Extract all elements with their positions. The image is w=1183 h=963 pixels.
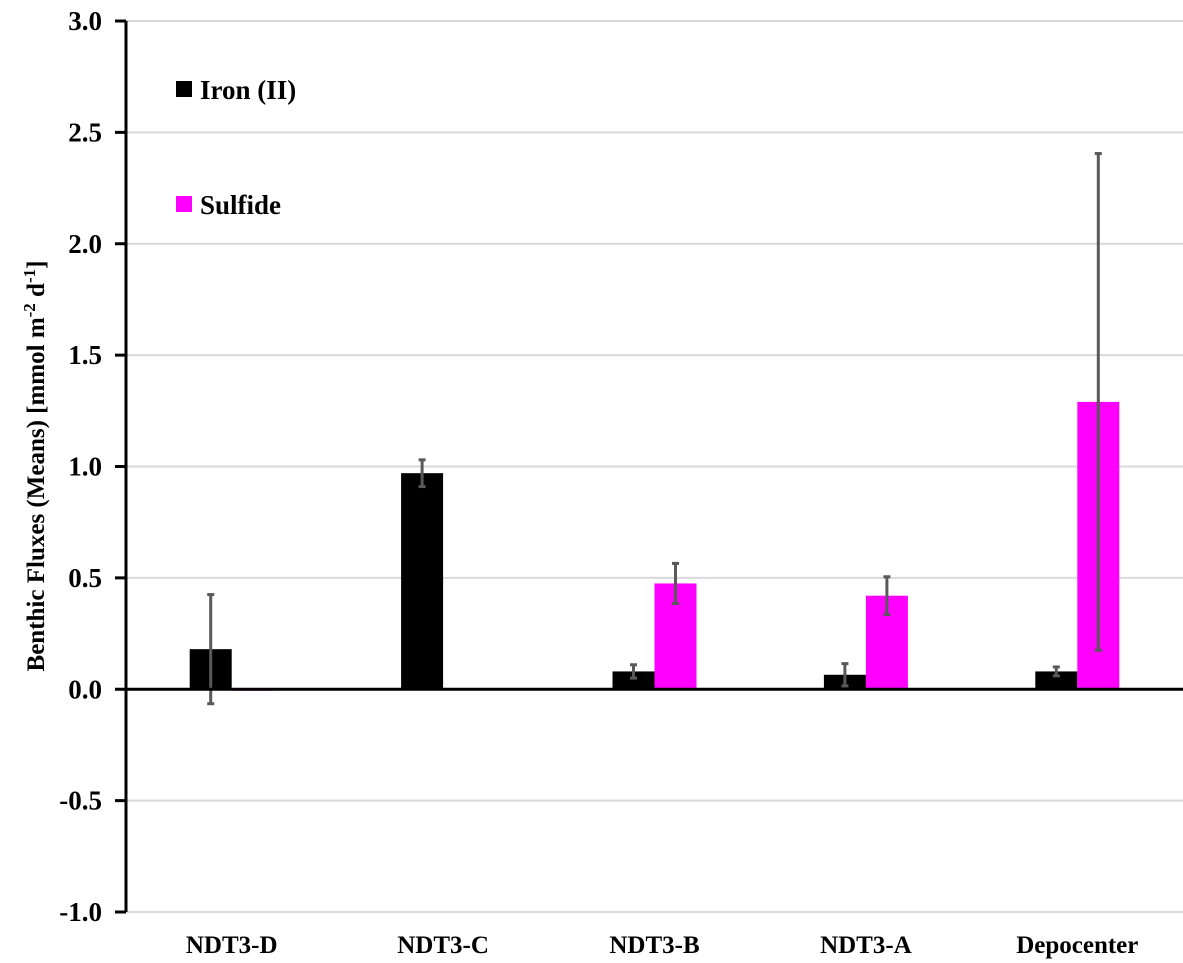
error-bar [630,663,637,680]
legend-label: Iron (II) [200,75,296,105]
y-axis-title: Benthic Fluxes (Means) [mmol m-2 d-1] [20,261,51,672]
gridlines [126,20,1183,913]
y-tick-label: -0.5 [59,786,102,816]
legend-label: Sulfide [200,190,281,220]
x-category-labels: NDT3-D NDT3-C NDT3-B NDT3-A Depocenter [186,932,1139,959]
error-bar [207,593,215,706]
y-tick-label: 2.5 [68,117,102,147]
y-tick-label: 2.0 [68,229,102,259]
error-bar [1094,152,1102,652]
legend-swatch [176,81,192,97]
bar-iron-ii-ndt3-b [612,671,655,690]
y-axis-title-end: ] [23,261,50,269]
x-category-label: NDT3-B [609,932,699,959]
y-tick-label: 1.5 [68,340,102,370]
y-tick-label: 0.5 [68,563,102,593]
x-category-label: NDT3-C [397,932,489,959]
y-tick-label: 3.0 [68,6,102,36]
y-tick-label: -1.0 [59,897,102,927]
y-axis-title-mid: d [23,283,50,303]
y-axis-title-main: Benthic Fluxes (Means) [mmol m [23,317,50,671]
axes [115,19,1183,914]
bar-iron-ii-depocenter [1035,671,1078,690]
bar-iron-ii-ndt3-c [401,473,444,690]
legend-swatch [176,196,192,212]
error-bar [1052,665,1060,678]
x-category-label: NDT3-A [820,932,912,959]
legend: Iron (II) Sulfide [176,75,296,220]
y-tick-label: 1.0 [68,452,102,482]
error-bar [672,561,679,605]
legend-item: Iron (II) [176,75,296,105]
error-bars [207,152,1102,706]
x-category-label: NDT3-D [186,932,278,959]
x-category-label: Depocenter [1016,932,1138,959]
error-bar [841,662,849,688]
y-axis-title-sup2: -1 [20,269,39,283]
bars [189,401,1120,691]
error-bar [883,575,891,617]
y-tick-labels: -1.0 -0.5 0.0 0.5 1.0 1.5 2.0 2.5 3.0 [59,6,102,927]
legend-item: Sulfide [176,190,281,220]
y-tick-label: 0.0 [68,674,102,704]
y-axis-title-sup1: -2 [20,303,39,317]
error-bar [418,458,426,489]
